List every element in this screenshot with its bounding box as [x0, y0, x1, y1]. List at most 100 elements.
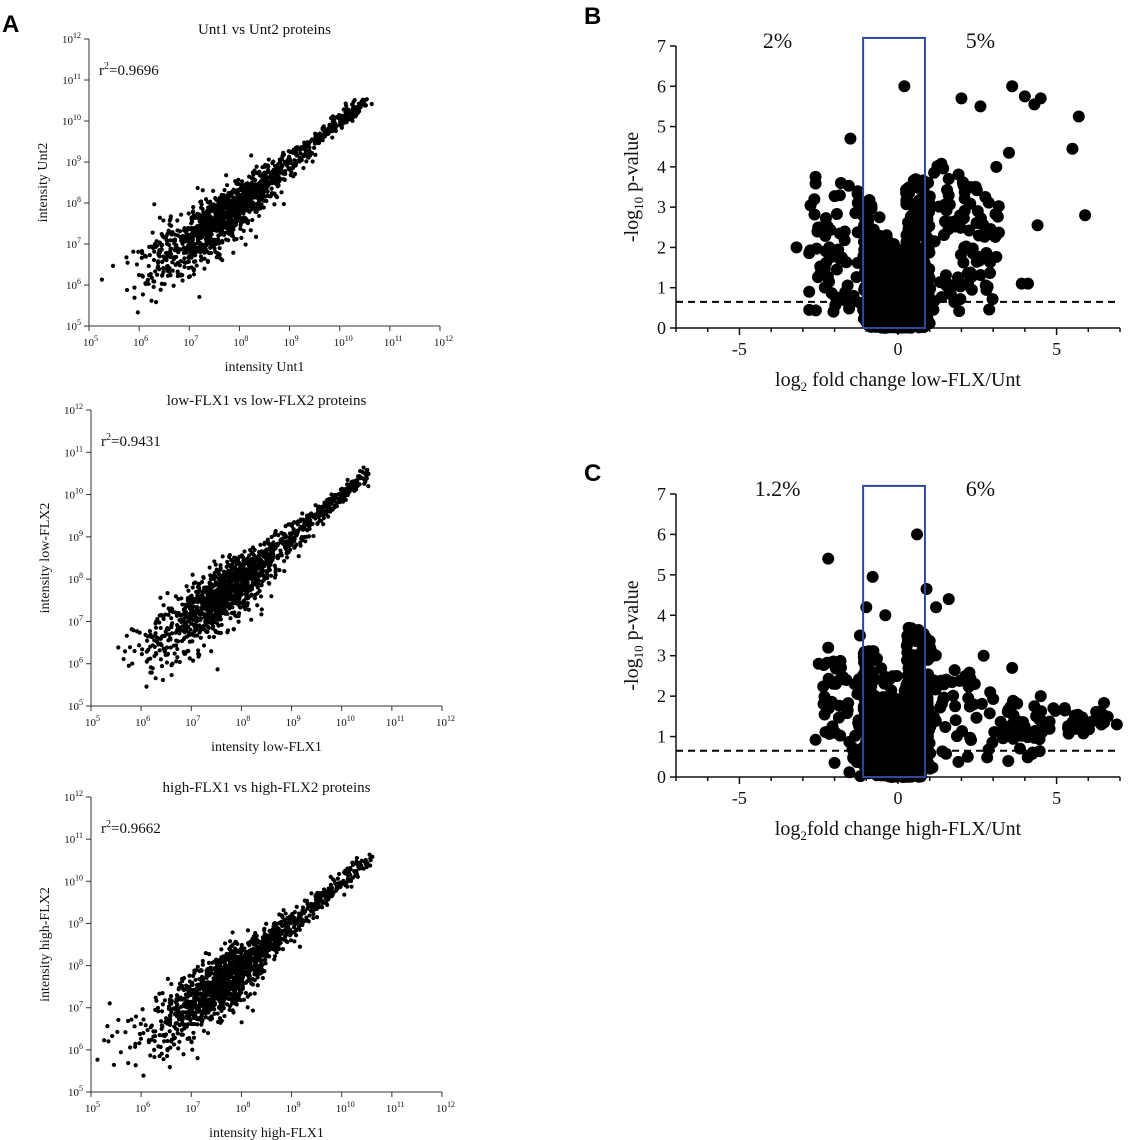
- data-point: [146, 1040, 152, 1045]
- data-point: [292, 544, 298, 549]
- data-point: [165, 1038, 170, 1044]
- data-point: [110, 263, 116, 268]
- data-point: [222, 586, 228, 592]
- data-point: [286, 544, 291, 549]
- data-point: [164, 660, 170, 665]
- data-point: [198, 635, 203, 640]
- data-point: [335, 876, 340, 881]
- data-point: [262, 170, 267, 175]
- data-point: [213, 203, 218, 208]
- data-point: [199, 981, 204, 986]
- data-point: [315, 890, 320, 896]
- data-point: [252, 186, 258, 191]
- data-point: [353, 105, 358, 110]
- data-point: [168, 1045, 173, 1050]
- data-point: [215, 959, 220, 964]
- data-point: [151, 257, 157, 263]
- data-point: [233, 585, 238, 590]
- data-point: [245, 928, 251, 933]
- data-point: [184, 1024, 189, 1029]
- y-tick-label: 1011: [62, 72, 81, 87]
- data-point: [202, 1003, 207, 1008]
- data-point: [140, 250, 145, 256]
- data-point: [226, 988, 231, 993]
- data-point: [133, 1044, 138, 1049]
- data-point: [172, 232, 177, 237]
- data-point: [190, 216, 195, 221]
- data-point: [216, 571, 221, 576]
- data-point: [269, 594, 274, 599]
- data-point: [163, 629, 168, 634]
- data-point: [166, 242, 172, 248]
- data-point: [352, 98, 357, 103]
- data-point: [310, 159, 315, 164]
- data-point: [258, 191, 263, 196]
- data-point: [186, 588, 191, 593]
- data-point: [210, 992, 215, 997]
- x-tick-label: 5: [1052, 339, 1061, 359]
- y-tick-label: 109: [66, 154, 81, 169]
- data-point: [231, 627, 236, 632]
- data-point: [346, 873, 351, 878]
- data-point: [153, 625, 159, 630]
- data-point: [230, 951, 235, 957]
- data-point: [220, 215, 225, 220]
- y-tick-label: 109: [68, 529, 83, 544]
- data-point: [129, 627, 134, 632]
- data-point: [274, 194, 280, 200]
- data-point: [325, 505, 330, 510]
- data-point: [230, 611, 235, 616]
- data-point: [238, 965, 244, 970]
- data-point: [269, 549, 275, 554]
- data-point: [321, 516, 326, 521]
- data-point: [184, 626, 189, 631]
- data-point: [331, 494, 337, 499]
- data-point: [269, 190, 275, 196]
- data-point: [191, 242, 196, 247]
- data-point: [169, 981, 174, 987]
- data-point: [348, 867, 353, 872]
- data-point: [258, 542, 263, 547]
- data-point: [362, 481, 367, 486]
- x-tick-label: 109: [286, 714, 301, 729]
- data-point: [228, 219, 233, 225]
- data-point: [182, 256, 187, 261]
- data-point: [115, 1029, 120, 1035]
- data-point: [242, 971, 248, 977]
- data-point: [268, 942, 274, 947]
- y-tick-label: 7: [657, 36, 666, 56]
- data-point: [300, 511, 305, 516]
- y-tick-label: 107: [68, 1000, 83, 1015]
- data-point: [273, 546, 278, 551]
- data-point: [160, 1033, 165, 1038]
- data-point: [321, 507, 326, 512]
- data-point: [141, 1073, 146, 1078]
- data-point: [220, 575, 225, 580]
- data-point: [173, 1021, 178, 1026]
- x-tick-label: -5: [732, 339, 747, 359]
- data-point: [213, 215, 218, 220]
- data-point: [170, 268, 175, 273]
- data-point: [182, 264, 187, 269]
- data-point: [159, 664, 165, 669]
- data-point: [152, 1047, 157, 1053]
- data-point: [156, 642, 161, 647]
- data-point: [305, 154, 310, 160]
- data-point: [127, 645, 133, 650]
- data-point: [282, 558, 287, 564]
- data-point: [254, 958, 259, 963]
- data-point: [179, 976, 185, 982]
- data-point: [167, 1029, 172, 1034]
- data-point: [186, 618, 191, 624]
- data-point: [195, 1003, 201, 1008]
- data-point: [161, 603, 166, 608]
- data-point: [216, 623, 221, 628]
- data-point: [330, 114, 335, 119]
- data-point: [307, 145, 312, 150]
- data-point: [264, 938, 269, 943]
- data-point: [149, 275, 154, 280]
- data-point: [210, 594, 215, 599]
- data-point: [147, 252, 152, 258]
- data-point: [249, 153, 254, 158]
- data-point: [204, 984, 209, 989]
